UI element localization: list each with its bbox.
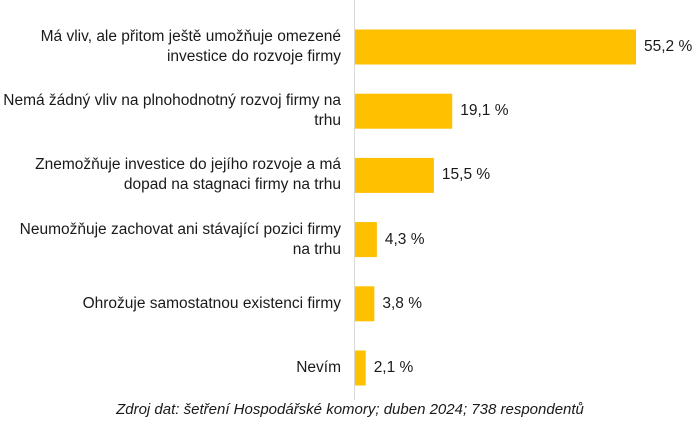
category-label: Ohrožuje samostatnou existenci firmy xyxy=(82,294,341,312)
chart-source-note: Zdroj dat: šetření Hospodářské komory; d… xyxy=(116,401,584,418)
category-label: Znemožňuje investice do jejího rozvoje a… xyxy=(35,156,341,194)
data-label: 15,5 % xyxy=(441,166,491,184)
category-label: Neumožňuje zachovat ani stávající pozici… xyxy=(19,220,341,258)
data-label: 2,1 % xyxy=(373,359,414,376)
data-label: 19,1 % xyxy=(460,102,509,120)
bar xyxy=(355,157,434,193)
category-label: Nevím xyxy=(296,359,341,376)
bar xyxy=(355,93,453,129)
category-label: Má vliv, ale přitom ještě umožňuje omeze… xyxy=(40,28,341,65)
bar xyxy=(355,350,366,386)
category-label: Nemá žádný vliv na plnohodnotný rozvoj f… xyxy=(3,92,341,130)
data-label: 3,8 % xyxy=(382,294,422,312)
bar xyxy=(355,29,636,65)
bar xyxy=(355,222,377,258)
data-label: 55,2 % xyxy=(644,38,693,55)
data-label: 4,3 % xyxy=(384,230,425,248)
bar xyxy=(355,286,375,322)
